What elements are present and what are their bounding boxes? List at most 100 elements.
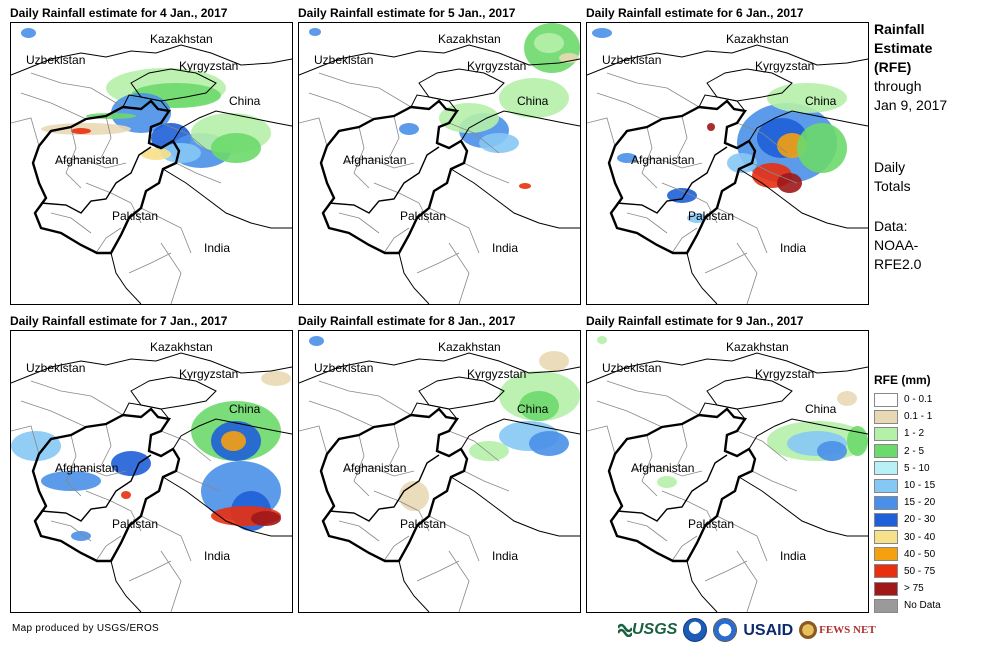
legend-swatch	[874, 478, 898, 493]
province-boundary	[641, 126, 658, 189]
map-credit: Map produced by USGS/EROS	[12, 623, 160, 634]
rainfall-map-panel: Daily Rainfall estimate for 5 Jan., 2017…	[298, 6, 581, 306]
country-boundary	[11, 352, 292, 384]
fews-net-logo: FEWS NET	[799, 621, 876, 639]
province-boundary	[100, 115, 112, 159]
country-label-india: India	[492, 241, 519, 255]
country-label-afghanistan: Afghanistan	[343, 153, 407, 167]
country-boundary	[460, 110, 580, 142]
map-graphic	[11, 28, 292, 304]
legend-swatch	[874, 426, 898, 441]
country-label-china: China	[517, 402, 549, 416]
country-label-india: India	[780, 549, 807, 563]
country-boundary	[299, 352, 580, 384]
rainfall-patch	[41, 471, 101, 491]
map-graphic	[299, 336, 580, 612]
province-boundary	[428, 207, 480, 254]
province-boundary	[65, 126, 82, 189]
rainfall-map: Kazakhstan Uzbekistan Kyrgyzstan China Afgha…	[10, 22, 293, 305]
legend-label: 10 - 15	[904, 480, 936, 492]
rainfall-map-panel: Daily Rainfall estimate for 8 Jan., 2017…	[298, 314, 581, 614]
province-boundary	[299, 425, 328, 455]
legend-swatch	[874, 392, 898, 407]
province-boundary	[676, 423, 688, 467]
country-label-kyrgyzstan: Kyrgyzstan	[179, 367, 239, 381]
afghanistan-pakistan-outline	[607, 407, 757, 563]
province-boundary	[140, 515, 192, 562]
province-boundary	[716, 207, 768, 254]
through-date: through Jan 9, 2017	[874, 78, 948, 113]
province-boundary	[631, 157, 703, 169]
country-label-uzbekistan: Uzbekistan	[26, 53, 86, 67]
country-label-india: India	[204, 549, 231, 563]
country-label-kyrgyzstan: Kyrgyzstan	[755, 59, 815, 73]
rainfall-patch	[777, 173, 802, 193]
province-boundary	[318, 380, 412, 416]
usgs-logo: USGS	[618, 621, 677, 639]
afghanistan-pakistan-outline	[607, 99, 757, 255]
province-boundary	[587, 117, 616, 147]
province-boundary	[65, 434, 82, 497]
doi-seal-icon	[713, 618, 738, 642]
country-label-pakistan: Pakistan	[112, 209, 159, 223]
legend-swatch	[874, 461, 898, 476]
province-boundary	[463, 162, 510, 184]
country-label-kyrgyzstan: Kyrgyzstan	[755, 367, 815, 381]
usgs-wave-icon	[618, 623, 632, 637]
province-boundary	[448, 550, 470, 612]
province-boundary	[631, 465, 703, 477]
province-boundary	[587, 425, 616, 455]
panel-title: Daily Rainfall estimate for 4 Jan., 2017	[10, 6, 228, 20]
province-boundary	[95, 227, 122, 254]
map-graphic	[587, 336, 868, 612]
afghanistan-pakistan-outline	[319, 99, 469, 255]
province-boundary	[20, 92, 87, 120]
panel-title: Daily Rainfall estimate for 7 Jan., 2017	[10, 314, 228, 328]
province-boundary	[318, 72, 412, 108]
country-boundary	[110, 168, 292, 304]
rainfall-patch	[399, 481, 429, 511]
province-boundary	[160, 122, 212, 154]
panel-title: Daily Rainfall estimate for 9 Jan., 2017	[586, 314, 804, 328]
province-boundary	[606, 72, 700, 108]
rainfall-patch	[592, 28, 612, 38]
legend-label: 15 - 20	[904, 497, 936, 509]
country-label-uzbekistan: Uzbekistan	[26, 361, 86, 375]
rainfall-patch	[469, 441, 509, 461]
country-label-uzbekistan: Uzbekistan	[602, 361, 662, 375]
legend-swatch	[874, 444, 898, 459]
province-boundary	[671, 535, 698, 562]
province-boundary	[140, 207, 192, 254]
map-graphic	[587, 28, 868, 304]
rainfall-patch	[817, 441, 847, 461]
legend-item: 5 - 10	[874, 460, 979, 477]
province-boundary	[716, 515, 768, 562]
province-boundary	[11, 117, 40, 147]
province-boundary	[299, 117, 328, 147]
data-source: Data: NOAA- RFE2.0	[874, 218, 922, 272]
province-boundary	[626, 212, 668, 234]
afghanistan-pakistan-border	[616, 146, 728, 214]
afghanistan-pakistan-border	[328, 146, 440, 214]
country-label-kazakhstan: Kazakhstan	[150, 32, 213, 46]
province-boundary	[736, 242, 758, 304]
rainfall-patch	[11, 431, 61, 461]
legend-label: 50 - 75	[904, 565, 936, 577]
rainfall-map-panel: Daily Rainfall estimate for 9 Jan., 2017…	[586, 314, 869, 614]
rainfall-patch	[499, 78, 569, 118]
rainfall-patch	[539, 351, 569, 371]
province-boundary	[751, 470, 798, 492]
country-label-pakistan: Pakistan	[400, 517, 447, 531]
province-boundary	[448, 242, 470, 304]
rainfall-patch	[121, 491, 131, 499]
legend-item: 15 - 20	[874, 494, 979, 511]
country-boundary	[706, 376, 793, 410]
province-boundary	[55, 465, 127, 477]
map-description: Rainfall Estimate (RFE) through Jan 9, 2…	[874, 20, 979, 274]
province-boundary	[448, 122, 500, 154]
country-boundary	[748, 110, 868, 142]
afghanistan-pakistan-outline	[31, 99, 181, 255]
country-label-kazakhstan: Kazakhstan	[726, 32, 789, 46]
legend-item: 30 - 40	[874, 529, 979, 546]
province-boundary	[704, 252, 748, 274]
